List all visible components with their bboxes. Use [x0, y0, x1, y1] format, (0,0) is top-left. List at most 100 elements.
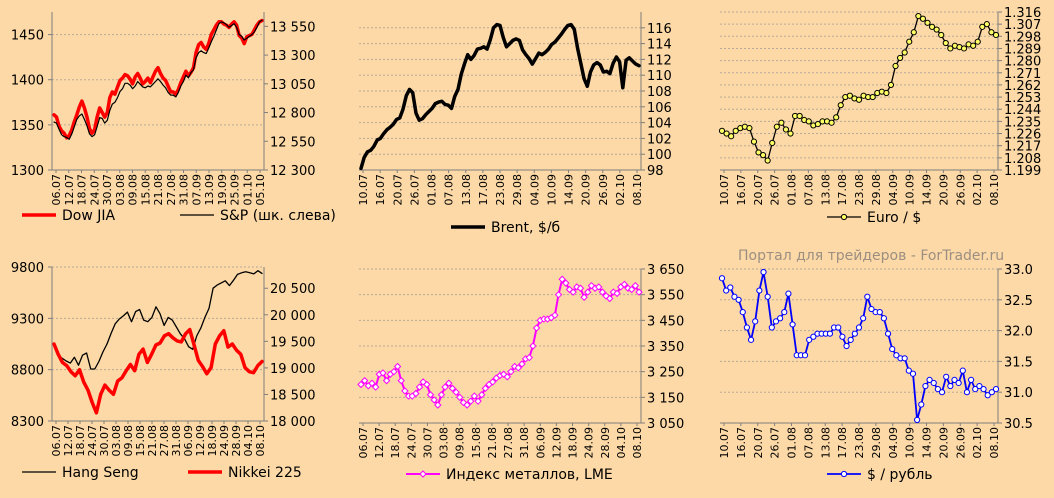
data-point: [470, 392, 479, 400]
x-tick-label: 10.07: [718, 427, 731, 459]
data-point: [507, 367, 515, 376]
right-tick-label: 3 150: [647, 391, 684, 406]
data-point: [943, 373, 950, 380]
x-tick-label: 14.09: [563, 174, 576, 206]
x-tick-label: 20.07: [391, 174, 404, 206]
right-tick-label: 104: [647, 117, 672, 132]
data-point: [963, 389, 971, 396]
right-tick-label: 1.226: [1004, 128, 1041, 143]
data-point: [562, 279, 570, 287]
x-tick-label: 10.09: [545, 174, 558, 206]
data-point: [805, 118, 812, 125]
data-point: [847, 336, 854, 343]
x-tick-label: 30.07: [101, 174, 114, 206]
data-point: [448, 384, 457, 393]
x-tick-label: 12.09: [550, 427, 563, 459]
x-tick-label: 18.07: [389, 427, 402, 459]
data-point: [452, 388, 460, 396]
x-tick-label: 06.09: [534, 427, 547, 459]
data-point: [869, 93, 876, 101]
x-tick-label: 12.07: [63, 174, 76, 206]
right-tick-label: 98: [647, 164, 664, 179]
data-point: [467, 397, 475, 405]
data-point: [782, 126, 790, 133]
data-point: [801, 352, 809, 359]
x-tick-label: 15.08: [470, 427, 483, 459]
data-point: [796, 112, 803, 120]
right-tick-label: 31.0: [1004, 386, 1033, 401]
data-point: [868, 305, 875, 313]
data-point: [606, 294, 614, 303]
left-tick-label: 1350: [11, 119, 44, 134]
x-tick-label: 09.08: [122, 425, 135, 457]
right-tick-label: 108: [647, 85, 672, 100]
x-tick-label: 09.08: [454, 427, 467, 459]
x-tick-label: 10.09: [904, 427, 917, 459]
data-point: [883, 89, 890, 97]
data-point: [718, 275, 726, 282]
x-tick-label: 06.07: [50, 425, 63, 457]
right-tick-label: 1.235: [1004, 115, 1041, 130]
right-tick-label: 1.244: [1004, 103, 1041, 118]
data-point: [426, 391, 435, 399]
x-tick-label: 17.08: [836, 427, 849, 459]
legend-marker: [840, 470, 848, 478]
x-tick-label: 14.09: [921, 427, 934, 459]
right-tick-label: 116: [647, 22, 672, 37]
data-point: [755, 149, 762, 156]
right-tick-label: 1.316: [1004, 6, 1041, 21]
data-point: [620, 280, 629, 289]
x-tick-label: 24.09: [218, 425, 231, 457]
left-tick-label: 8300: [11, 415, 44, 430]
series-line-0: [721, 271, 997, 421]
data-point: [892, 62, 899, 70]
x-tick-label: 07.08: [802, 174, 815, 206]
data-point: [379, 369, 387, 377]
data-point: [910, 29, 917, 36]
x-tick-label: 06.09: [182, 425, 195, 457]
data-point: [456, 393, 464, 402]
right-tick-label: 3 250: [647, 366, 684, 381]
chart-panel-euro: 1.199 1.208 1.217 1.226 1.235 1.244 1.253 1.262…: [702, 0, 1053, 247]
data-point: [434, 401, 442, 409]
x-tick-label: 20.09: [937, 174, 950, 206]
x-tick-label: 08.10: [254, 425, 267, 457]
data-point: [843, 342, 850, 350]
data-point: [887, 81, 895, 89]
data-point: [915, 12, 922, 20]
data-point: [437, 391, 446, 399]
data-point: [918, 401, 925, 408]
x-tick-label: 08.10: [631, 427, 644, 459]
right-tick-label: 32.5: [1004, 294, 1033, 309]
x-tick-label: 26.09: [954, 427, 967, 459]
data-point: [382, 376, 391, 385]
data-point: [772, 318, 780, 325]
data-point: [979, 23, 986, 30]
data-point: [518, 360, 526, 368]
data-point: [514, 364, 522, 372]
legend-label: S&P (шк. слева): [220, 208, 336, 224]
x-tick-label: 20.09: [937, 427, 950, 459]
x-tick-label: 29.08: [870, 427, 883, 459]
data-point: [947, 45, 954, 52]
x-tick-label: 31.08: [518, 427, 531, 459]
data-point: [938, 389, 946, 396]
chart-euro-usd: 1.1991.2081.2171.2261.2351.2441.2531.262…: [718, 6, 1041, 226]
legend-label: Euro / $: [867, 210, 921, 226]
x-tick-label: 24.09: [583, 427, 596, 459]
x-tick-label: 23.08: [494, 174, 507, 206]
data-point: [976, 382, 983, 390]
data-point: [909, 370, 917, 377]
x-tick-label: 08.10: [988, 174, 1001, 206]
x-tick-label: 07.08: [802, 427, 815, 459]
x-tick-label: 17.08: [477, 174, 490, 206]
data-point: [764, 293, 771, 300]
x-tick-label: 01.10: [241, 174, 254, 206]
x-tick-label: 23.08: [853, 174, 866, 206]
x-tick-label: 27.08: [502, 427, 515, 459]
data-point: [635, 288, 643, 296]
x-tick-label: 28.09: [230, 425, 243, 457]
x-tick-label: 20.09: [580, 174, 593, 206]
x-tick-label: 04.09: [887, 427, 900, 459]
data-point: [934, 386, 941, 393]
